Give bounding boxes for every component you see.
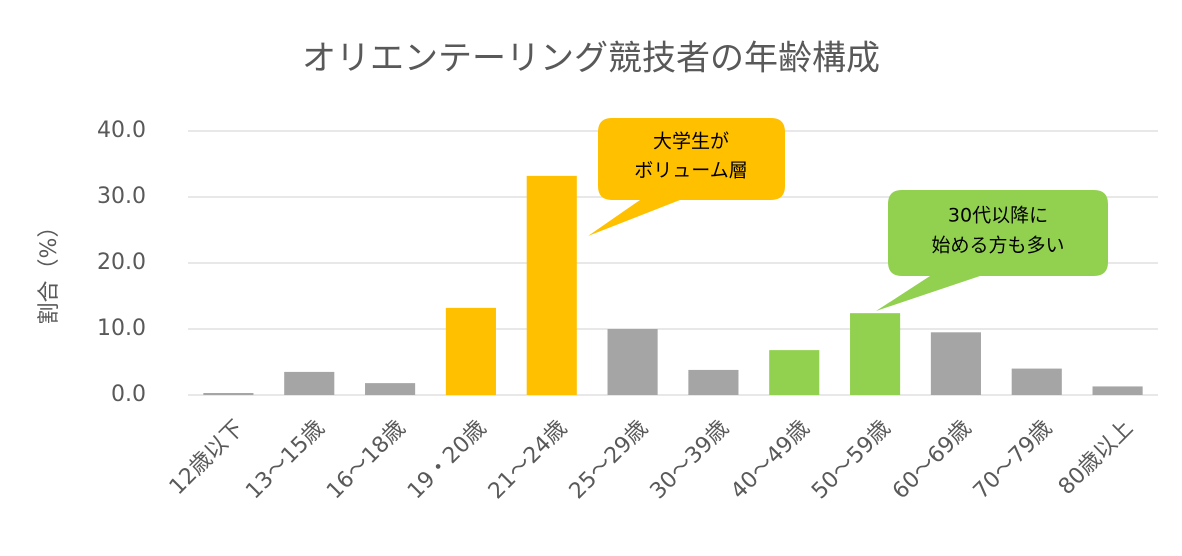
y-tick-label: 10.0: [97, 316, 146, 341]
y-tick-label: 0.0: [111, 382, 146, 407]
y-tick-label: 30.0: [97, 184, 146, 209]
callout-text: 30代以降に: [948, 205, 1048, 227]
x-tick-label: 30～39歳: [646, 416, 734, 504]
y-tick-label: 40.0: [97, 118, 146, 143]
x-tick-label: 60～69歳: [888, 416, 976, 504]
callout-bubble: [876, 190, 1108, 311]
x-tick-label: 40～49歳: [726, 416, 814, 504]
x-tick-label: 19・20歳: [403, 416, 491, 504]
callout-text: ボリューム層: [634, 160, 747, 182]
bar: [526, 175, 577, 395]
x-tick-label: 50～59歳: [807, 416, 895, 504]
bar: [365, 383, 416, 395]
bar: [607, 329, 658, 395]
bar: [930, 332, 981, 395]
bar: [688, 369, 739, 395]
x-tick-label: 21～24歳: [484, 416, 572, 504]
callout-bubble: [588, 118, 785, 236]
bar: [203, 393, 254, 395]
bar: [769, 350, 820, 395]
bar: [850, 313, 901, 395]
bar: [445, 307, 496, 395]
callout-text: 始める方も多い: [931, 235, 1064, 257]
chart-title: オリエンテーリング競技者の年齢構成: [302, 39, 880, 79]
y-tick-label: 20.0: [97, 250, 146, 275]
x-tick-label: 16～18歳: [322, 416, 410, 504]
bar: [1011, 368, 1062, 395]
x-tick-label: 12歳以下: [165, 416, 249, 500]
y-axis-label: 割合（%）: [37, 216, 62, 325]
bar: [1092, 386, 1143, 395]
x-tick-label: 13～15歳: [241, 416, 329, 504]
x-tick-label: 70～79歳: [969, 416, 1057, 504]
x-tick-label: 25～29歳: [565, 416, 653, 504]
x-tick-label: 80歳以上: [1054, 416, 1138, 500]
bar: [284, 371, 335, 395]
callout-text: 大学生が: [653, 131, 729, 153]
